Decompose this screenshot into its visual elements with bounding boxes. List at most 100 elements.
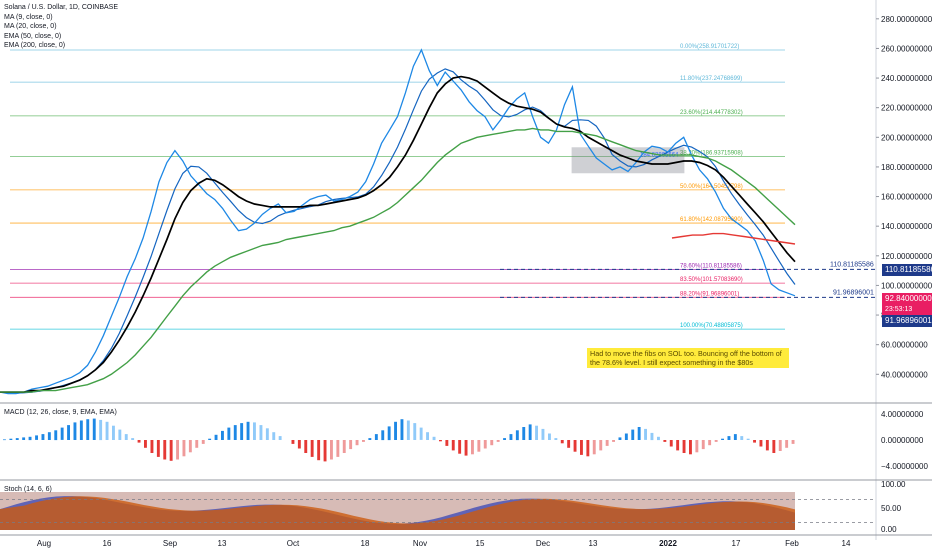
macd-histogram-bar [336,440,340,457]
macd-histogram-bar [195,440,199,448]
macd-histogram-bar [451,440,455,451]
macd-histogram-bar [477,440,481,452]
macd-histogram-bar [349,440,353,450]
macd-histogram-bar [560,440,564,444]
time-tick-label: 13 [218,539,227,548]
macd-histogram-bar [586,440,590,457]
macd-histogram-bar [483,440,487,449]
stoch-title[interactable]: Stoch (14, 6, 6) [4,486,52,493]
macd-histogram-bar [221,430,224,440]
macd-histogram-bar [188,440,192,453]
indicator-ema50[interactable]: EMA (50, close, 0) [4,32,62,40]
macd-histogram-bar [733,434,737,440]
fib-level-label: 50.00%(164.50457798) [680,184,743,190]
time-tick-label: 18 [361,539,370,548]
macd-histogram-bar [86,419,90,440]
macd-histogram-bar [663,440,667,442]
macd-histogram-bar [548,433,551,440]
macd-histogram-bar [458,440,462,454]
macd-histogram-bar [54,430,58,441]
macd-histogram-bar [35,435,38,440]
time-tick-label: 14 [842,539,851,548]
macd-histogram-bar [592,440,596,455]
macd-histogram-bar [567,440,571,448]
price-tick-label: 40.00000000 [881,370,928,379]
macd-histogram-bar [503,438,506,440]
indicator-ma9[interactable]: MA (9, close, 0) [4,13,53,21]
macd-histogram-bar [676,440,680,451]
macd-histogram-bar [721,438,724,440]
fib-level-label: 11.80%(237.24768699) [680,76,742,82]
macd-title[interactable]: MACD (12, 26, close, 9, EMA, EMA) [4,409,117,416]
time-tick-label: Oct [287,539,300,548]
macd-histogram-bar [317,440,321,461]
macd-histogram-bar [650,432,654,441]
stoch-band [0,492,795,530]
macd-histogram-bar [291,440,295,444]
macd-histogram-bar [637,427,641,440]
macd-histogram-bar [644,428,647,440]
macd-histogram-bar [233,425,237,440]
price-tick-label: 260.00000000 [881,44,932,53]
macd-histogram-bar [528,424,532,440]
price-label-level-high: 110.81185586 [882,264,932,276]
macd-histogram-bar [131,438,135,440]
macd-histogram-bar [419,427,423,440]
macd-histogram-bar [509,434,513,440]
macd-histogram-bar [464,440,468,456]
stoch-tick-label: 50.00 [881,504,902,513]
macd-histogram-bar [689,440,692,455]
macd-histogram-bar [439,440,442,442]
macd-histogram-bar [778,440,782,451]
fib-level-label: 38.20%(186.93715908) [680,151,743,157]
chart-annotation-note: Had to move the fibs on SOL too. Bouncin… [587,348,789,368]
fib-level-label: 100.00%(70.48805875) [680,323,743,329]
macd-histogram-bar [772,440,776,453]
macd-histogram-bar [137,440,141,443]
macd-histogram-bar [208,438,212,440]
series-line-ema200 [671,232,796,245]
stoch-d-area [0,496,795,530]
fib-level-label: 83.50%(101.57083690) [680,277,743,283]
macd-histogram-bar [22,437,26,440]
macd-histogram-bar [759,440,763,447]
macd-histogram-bar [99,419,103,441]
macd-histogram-bar [73,422,77,440]
indicator-ema200[interactable]: EMA (200, close, 0) [4,42,66,49]
macd-histogram-bar [272,432,276,440]
price-tick-label: 140.00000000 [881,222,932,231]
support-label: 91.96896001 [833,289,874,296]
macd-histogram-bar [669,440,673,447]
macd-histogram-bar [47,432,51,440]
macd-histogram-bar [362,440,365,442]
series-line-ma20 [0,75,796,393]
price-label-last: 92.84000000 [882,293,932,305]
fib-level-label: 78.60%(110.81185586) [680,263,742,269]
macd-histogram-bar [28,436,32,441]
macd-histogram-bar [612,440,615,442]
macd-histogram-bar [15,438,19,440]
macd-histogram-bar [169,440,173,461]
indicator-ma20[interactable]: MA (20, close, 0) [4,23,57,30]
time-tick-label: Sep [163,539,178,548]
macd-histogram-bar [118,429,122,440]
macd-histogram-bar [176,440,179,460]
macd-histogram-bar [535,425,538,440]
price-label-countdown: 23:53:13 [882,304,932,316]
macd-histogram-bar [163,440,167,460]
macd-histogram-bar [599,440,603,451]
macd-histogram-bar [310,440,314,457]
macd-histogram-bar [240,423,244,440]
price-tick-label: 220.00000000 [881,104,932,113]
time-tick-label: Dec [536,539,550,548]
price-tick-label: 60.00000000 [881,341,928,350]
macd-histogram-bar [79,420,83,440]
macd-histogram-bar [227,427,231,440]
time-tick-label: Nov [413,539,427,548]
price-tick-label: 200.00000000 [881,133,932,142]
macd-histogram-bar [3,439,6,441]
macd-histogram-bar [753,440,756,443]
price-tick-label: 160.00000000 [881,193,932,202]
stoch-tick-label: 100.00 [881,480,906,489]
time-tick-label: 15 [476,539,485,548]
